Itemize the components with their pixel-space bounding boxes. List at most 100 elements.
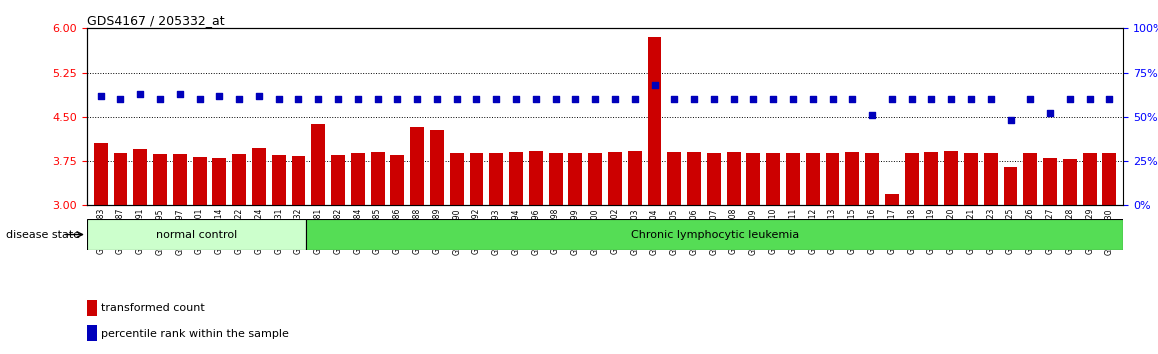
Bar bbox=[1083, 153, 1097, 205]
Bar bbox=[647, 37, 661, 205]
Bar bbox=[94, 143, 108, 205]
Point bbox=[131, 91, 149, 97]
Bar bbox=[87, 300, 97, 316]
Point bbox=[230, 96, 249, 102]
Point bbox=[882, 96, 901, 102]
Bar bbox=[306, 219, 1123, 250]
Bar bbox=[667, 152, 681, 205]
Bar bbox=[371, 152, 384, 205]
Text: percentile rank within the sample: percentile rank within the sample bbox=[101, 329, 290, 339]
Bar bbox=[312, 124, 325, 205]
Bar bbox=[885, 194, 899, 205]
Point bbox=[111, 96, 130, 102]
Point bbox=[427, 96, 446, 102]
Point bbox=[863, 112, 881, 118]
Point bbox=[388, 96, 406, 102]
Bar bbox=[292, 156, 306, 205]
Point bbox=[843, 96, 862, 102]
Point bbox=[784, 96, 802, 102]
Point bbox=[447, 96, 466, 102]
Bar bbox=[430, 130, 444, 205]
Point bbox=[804, 96, 822, 102]
Point bbox=[922, 96, 940, 102]
Bar bbox=[1004, 167, 1018, 205]
Bar bbox=[252, 148, 266, 205]
Bar bbox=[944, 151, 958, 205]
Point bbox=[745, 96, 763, 102]
Bar bbox=[470, 153, 483, 205]
Bar bbox=[924, 152, 938, 205]
Point bbox=[764, 96, 783, 102]
Bar bbox=[272, 155, 286, 205]
Point bbox=[151, 96, 169, 102]
Point bbox=[507, 96, 526, 102]
Bar bbox=[569, 153, 582, 205]
Bar bbox=[727, 152, 740, 205]
Bar bbox=[153, 154, 167, 205]
Point bbox=[210, 93, 228, 98]
Point bbox=[725, 96, 743, 102]
Point bbox=[467, 96, 485, 102]
Bar bbox=[529, 151, 543, 205]
Point bbox=[290, 96, 308, 102]
Bar bbox=[588, 153, 602, 205]
Point bbox=[823, 96, 842, 102]
Point bbox=[91, 93, 110, 98]
Point bbox=[645, 82, 664, 88]
Bar bbox=[510, 152, 523, 205]
Bar bbox=[1043, 158, 1057, 205]
Bar bbox=[628, 151, 642, 205]
Point bbox=[1041, 110, 1060, 116]
Point bbox=[684, 96, 703, 102]
Point bbox=[1100, 96, 1119, 102]
Bar bbox=[87, 325, 97, 341]
Point bbox=[527, 96, 545, 102]
Point bbox=[566, 96, 585, 102]
Point bbox=[1080, 96, 1099, 102]
Bar bbox=[113, 153, 127, 205]
Text: Chronic lymphocytic leukemia: Chronic lymphocytic leukemia bbox=[631, 229, 799, 240]
Point bbox=[368, 96, 387, 102]
Point bbox=[488, 96, 506, 102]
Bar bbox=[331, 155, 345, 205]
Point bbox=[329, 96, 347, 102]
Point bbox=[1021, 96, 1040, 102]
Point bbox=[309, 96, 328, 102]
Point bbox=[586, 96, 604, 102]
Bar bbox=[806, 153, 820, 205]
Point bbox=[170, 91, 189, 97]
Bar bbox=[786, 153, 800, 205]
Point bbox=[625, 96, 644, 102]
Bar bbox=[747, 153, 761, 205]
Point bbox=[961, 96, 980, 102]
Bar bbox=[549, 153, 563, 205]
Point bbox=[190, 96, 208, 102]
Bar bbox=[212, 158, 226, 205]
Point bbox=[606, 96, 624, 102]
Point bbox=[665, 96, 683, 102]
Bar bbox=[1102, 153, 1116, 205]
Bar bbox=[390, 155, 404, 205]
Bar bbox=[410, 127, 424, 205]
Text: GDS4167 / 205332_at: GDS4167 / 205332_at bbox=[87, 14, 225, 27]
Point bbox=[1061, 96, 1079, 102]
Point bbox=[547, 96, 565, 102]
Point bbox=[408, 96, 426, 102]
Bar bbox=[87, 219, 306, 250]
Bar bbox=[490, 153, 504, 205]
Point bbox=[270, 96, 288, 102]
Point bbox=[349, 96, 367, 102]
Bar bbox=[1063, 159, 1077, 205]
Bar bbox=[845, 152, 859, 205]
Point bbox=[250, 93, 269, 98]
Point bbox=[941, 96, 960, 102]
Bar bbox=[192, 157, 206, 205]
Bar bbox=[687, 152, 701, 205]
Text: transformed count: transformed count bbox=[101, 303, 205, 313]
Point bbox=[902, 96, 921, 102]
Bar bbox=[449, 153, 463, 205]
Text: disease state: disease state bbox=[6, 230, 80, 240]
Bar bbox=[984, 153, 998, 205]
Point bbox=[704, 96, 723, 102]
Bar bbox=[233, 154, 245, 205]
